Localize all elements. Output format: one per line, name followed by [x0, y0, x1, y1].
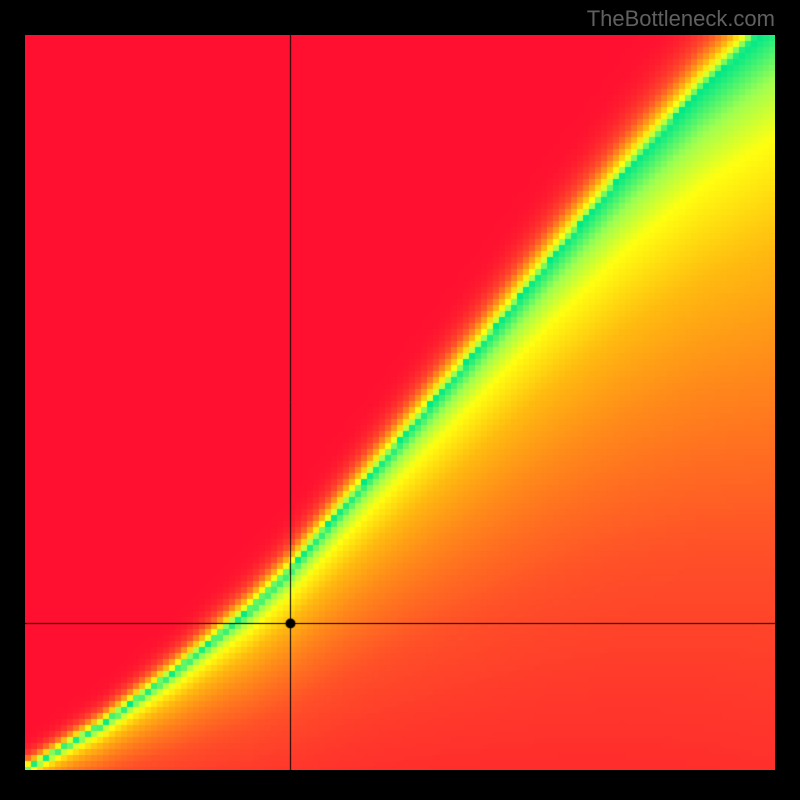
- watermark-text: TheBottleneck.com: [587, 6, 775, 32]
- chart-container: TheBottleneck.com: [0, 0, 800, 800]
- bottleneck-heatmap-canvas: [25, 35, 775, 770]
